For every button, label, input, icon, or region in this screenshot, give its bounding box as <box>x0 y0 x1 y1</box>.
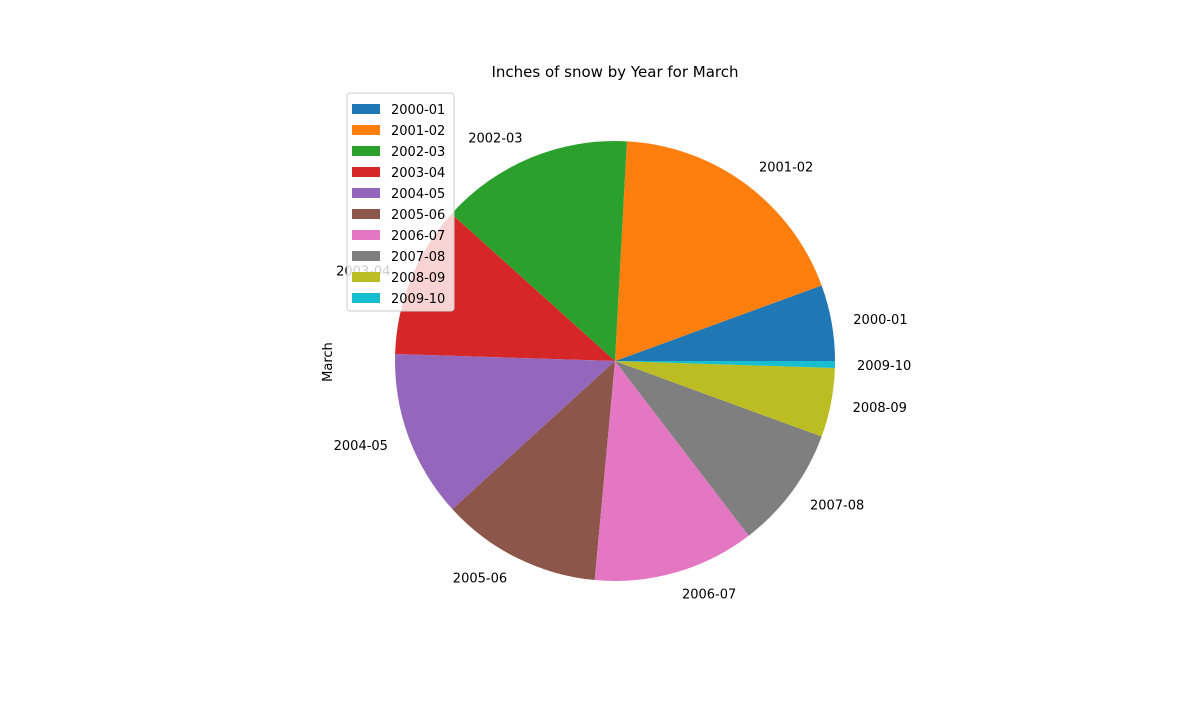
legend-swatch-2006-07 <box>352 230 380 240</box>
slice-label-2002-03: 2002-03 <box>468 131 522 146</box>
y-axis-label: March <box>321 342 336 382</box>
legend: 2000-01 2001-02 2002-03 2003-04 2004-05 2005-… <box>346 92 455 312</box>
chart-title: Inches of snow by Year for March <box>491 63 738 81</box>
pie-slice-2001-02 <box>615 141 822 361</box>
legend-label-2002-03: 2002-03 <box>391 145 445 160</box>
slice-labels: 2000-01 2001-02 2002-03 2003-04 2004-05 2005-… <box>334 131 912 602</box>
legend-swatch-2005-06 <box>352 209 380 219</box>
pie-slice-2002-03 <box>451 140 627 361</box>
legend-label-2004-05: 2004-05 <box>391 187 445 202</box>
slice-label-2005-06: 2005-06 <box>453 572 507 587</box>
pie-slice-2007-08 <box>615 361 822 536</box>
pie-slice-2004-05 <box>395 353 615 510</box>
slice-label-2000-01: 2000-01 <box>853 313 907 328</box>
legend-swatch-2004-05 <box>352 188 380 198</box>
legend-swatch-2003-04 <box>352 167 380 177</box>
slice-label-2008-09: 2008-09 <box>853 401 907 416</box>
pie-slice-2009-10 <box>615 361 835 369</box>
pie-slices <box>395 140 835 581</box>
legend-swatch-2009-10 <box>352 293 380 303</box>
slice-label-2007-08: 2007-08 <box>810 498 864 513</box>
legend-label-2007-08: 2007-08 <box>391 250 445 265</box>
legend-label-2008-09: 2008-09 <box>391 271 445 286</box>
pie-slice-2000-01 <box>615 285 835 361</box>
pie-slice-2008-09 <box>615 361 835 437</box>
legend-label-2005-06: 2005-06 <box>391 208 445 223</box>
legend-label-2009-10: 2009-10 <box>391 292 445 307</box>
pie-slice-2006-07 <box>594 361 749 581</box>
legend-label-2001-02: 2001-02 <box>391 124 445 139</box>
legend-label-2006-07: 2006-07 <box>391 229 445 244</box>
slice-label-2006-07: 2006-07 <box>682 588 736 603</box>
legend-label-2000-01: 2000-01 <box>391 103 445 118</box>
legend-swatch-2000-01 <box>352 104 380 114</box>
legend-label-2003-04: 2003-04 <box>391 166 445 181</box>
legend-swatch-2002-03 <box>352 146 380 156</box>
slice-label-2001-02: 2001-02 <box>759 160 813 175</box>
slice-label-2009-10: 2009-10 <box>857 359 911 374</box>
legend-swatch-2008-09 <box>352 272 380 282</box>
legend-swatch-2007-08 <box>352 251 380 261</box>
legend-swatch-2001-02 <box>352 125 380 135</box>
pie-slice-2005-06 <box>452 361 615 581</box>
slice-label-2004-05: 2004-05 <box>334 439 388 454</box>
